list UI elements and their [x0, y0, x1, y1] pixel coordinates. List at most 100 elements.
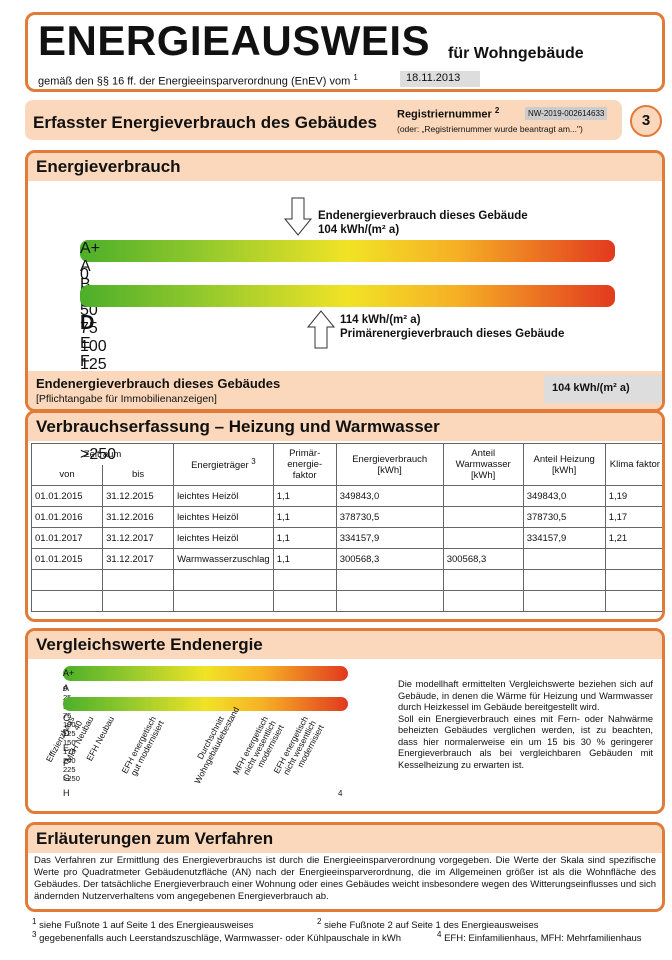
table-cell: 01.01.2016	[30, 506, 104, 528]
empty-cell	[173, 590, 274, 612]
footnote-num: 2	[317, 917, 322, 926]
empty-cell	[335, 590, 444, 612]
header-box: ENERGIEAUSWEIS für Wohngebäude gemäß den…	[25, 12, 665, 92]
table-cell: 378730,5	[335, 506, 444, 528]
table-row: 01.01.2015 31.12.2017 Warmwasserzuschlag 1,…	[30, 548, 662, 570]
table-cell: 349843,0	[522, 485, 606, 507]
table-cell	[442, 506, 524, 528]
footnote-ref: 2	[494, 106, 500, 115]
footnote-text: siehe Fußnote 2 auf Seite 1 des Energiea…	[324, 920, 539, 932]
gradient-bar	[80, 285, 615, 307]
arrow-up	[306, 310, 336, 349]
table-cell: 1,1	[272, 527, 337, 549]
class-label: A	[63, 683, 70, 693]
table-cell: leichtes Heizöl	[173, 485, 274, 507]
legal: gemäß den §§ 16 ff. der Energieeinsparve…	[38, 75, 351, 88]
table-cell: 349843,0	[335, 485, 444, 507]
scale-label: 75	[80, 320, 98, 337]
footnote: 2 siehe Fußnote 2 auf Seite 1 des Energi…	[317, 915, 539, 932]
carrier: Energieträger	[191, 460, 249, 472]
end-info: Endenergieverbrauch dieses Gebäude 104 k…	[318, 209, 528, 237]
empty-cell	[102, 590, 175, 612]
page-number: 3	[630, 105, 662, 137]
table-cell: 31.12.2015	[102, 485, 175, 507]
table-cell: 1,1	[272, 548, 337, 570]
primary-value: 114 kWh/(m² a)	[340, 314, 421, 326]
primary-label: Primärenergieverbrauch dieses Gebäude	[340, 328, 565, 340]
empty-cell	[442, 590, 524, 612]
scale: 0255075100125150175200225>250	[63, 684, 348, 783]
comparison-text: Die modellhaft ermittelten Vergleichswer…	[398, 679, 653, 771]
table-cell: 300568,3	[335, 548, 444, 570]
empty-cell	[30, 569, 104, 591]
table-body: 01.01.2015 31.12.2015 leichtes Heizöl 1,1 34…	[30, 485, 662, 612]
footnote-num: 1	[32, 917, 37, 926]
comparison-title: Vergleichswerte Endenergie	[28, 631, 662, 659]
footnote-text: gegebenenfalls auch Leerstandszuschläge,…	[39, 933, 401, 945]
consumption-header: Energieverbrauch [kWh]	[335, 443, 444, 486]
footnote-text: EFH: Einfamilienhaus, MFH: Mehrfamilienh…	[444, 933, 642, 945]
summary-label: Endenergieverbrauch dieses Gebäudes	[36, 376, 281, 391]
class-label: F	[80, 353, 90, 370]
period-header: Zeitraum	[30, 443, 175, 465]
class-label: H	[63, 788, 70, 798]
factor-header: Primär-energie-faktor	[272, 443, 337, 486]
table-cell	[522, 548, 606, 570]
class-bar: A+ABCDEFGH	[80, 240, 615, 406]
legal-text: gemäß den §§ 16 ff. der Energieeinsparve…	[38, 73, 358, 88]
summary-row: Endenergieverbrauch dieses Gebäudes [Pfl…	[28, 371, 662, 409]
primary-info: 114 kWh/(m² a) Primärenergieverbrauch di…	[340, 313, 564, 341]
scale-label: 200	[63, 756, 76, 765]
paragraph: Soll ein Energieverbrauch eines mit Fern…	[398, 713, 653, 770]
table-row: 01.01.2015 31.12.2015 leichtes Heizöl 1,1 34…	[30, 485, 662, 507]
table-cell: 1,17	[604, 506, 662, 528]
carrier-header: Energieträger 3	[173, 443, 274, 486]
footnote: 4 EFH: Einfamilienhaus, MFH: Mehrfamilie…	[437, 928, 642, 945]
consumption-box: Verbrauchserfassung – Heizung und Warmwa…	[25, 410, 665, 622]
empty-cell	[604, 590, 662, 612]
table-cell: 31.12.2016	[102, 506, 175, 528]
end-value: 104 kWh/(m² a)	[318, 224, 400, 236]
climate-header: Klima faktor	[604, 443, 662, 486]
scale: 0255075100125150175200225>250	[80, 266, 615, 463]
date: 18.11.2013	[400, 71, 480, 87]
section-title: Erfasster Energieverbrauch des Gebäudes	[33, 113, 377, 132]
footnote-num: 4	[437, 930, 442, 939]
heating-header: Anteil Heizung [kWh]	[522, 443, 606, 486]
empty-cell	[604, 569, 662, 591]
scale-label: 125	[63, 729, 76, 738]
scale-label: 75	[63, 711, 72, 720]
footnote-ref: 4	[338, 789, 343, 798]
class-label: D	[80, 312, 95, 334]
class-label: E	[63, 743, 70, 753]
reg-number: NW-2019-002614633	[525, 107, 608, 120]
scale-label: 100	[63, 720, 76, 729]
hot-water-header: Anteil Warmwasser [kWh]	[442, 443, 524, 486]
summary-note: [Pflichtangabe für Immobilienanzeigen]	[36, 393, 217, 405]
table-cell: 378730,5	[522, 506, 606, 528]
class-label: G	[63, 773, 71, 783]
table-cell: 31.12.2017	[102, 548, 175, 570]
scale-label: 0	[63, 684, 68, 693]
empty-cell	[442, 569, 524, 591]
class-label: A+	[63, 668, 75, 678]
class-label: A	[80, 258, 91, 275]
footnote-ref: 3	[251, 457, 256, 467]
class-label: D	[63, 728, 70, 738]
consumption-table: Zeitraum Energieträger 3 Primär-energie-…	[30, 443, 662, 612]
explanation-title: Erläuterungen zum Verfahren	[28, 825, 662, 853]
table-cell: leichtes Heizöl	[173, 527, 274, 549]
table-cell: 1,19	[604, 485, 662, 507]
table-row: 01.01.2016 31.12.2016 leichtes Heizöl 1,1 37…	[30, 506, 662, 528]
empty-cell	[272, 590, 337, 612]
table-cell: leichtes Heizöl	[173, 506, 274, 528]
title: ENERGIEAUSWEIS	[38, 17, 431, 64]
explanation-text: Das Verfahren zur Ermittlung des Energie…	[34, 855, 656, 902]
class-label: E	[80, 335, 91, 352]
empty-cell	[522, 590, 606, 612]
empty-row	[30, 569, 662, 591]
reg-label-row: Registriernummer 2	[397, 106, 499, 121]
empty-cell	[30, 590, 104, 612]
scale-label: 175	[63, 747, 76, 756]
